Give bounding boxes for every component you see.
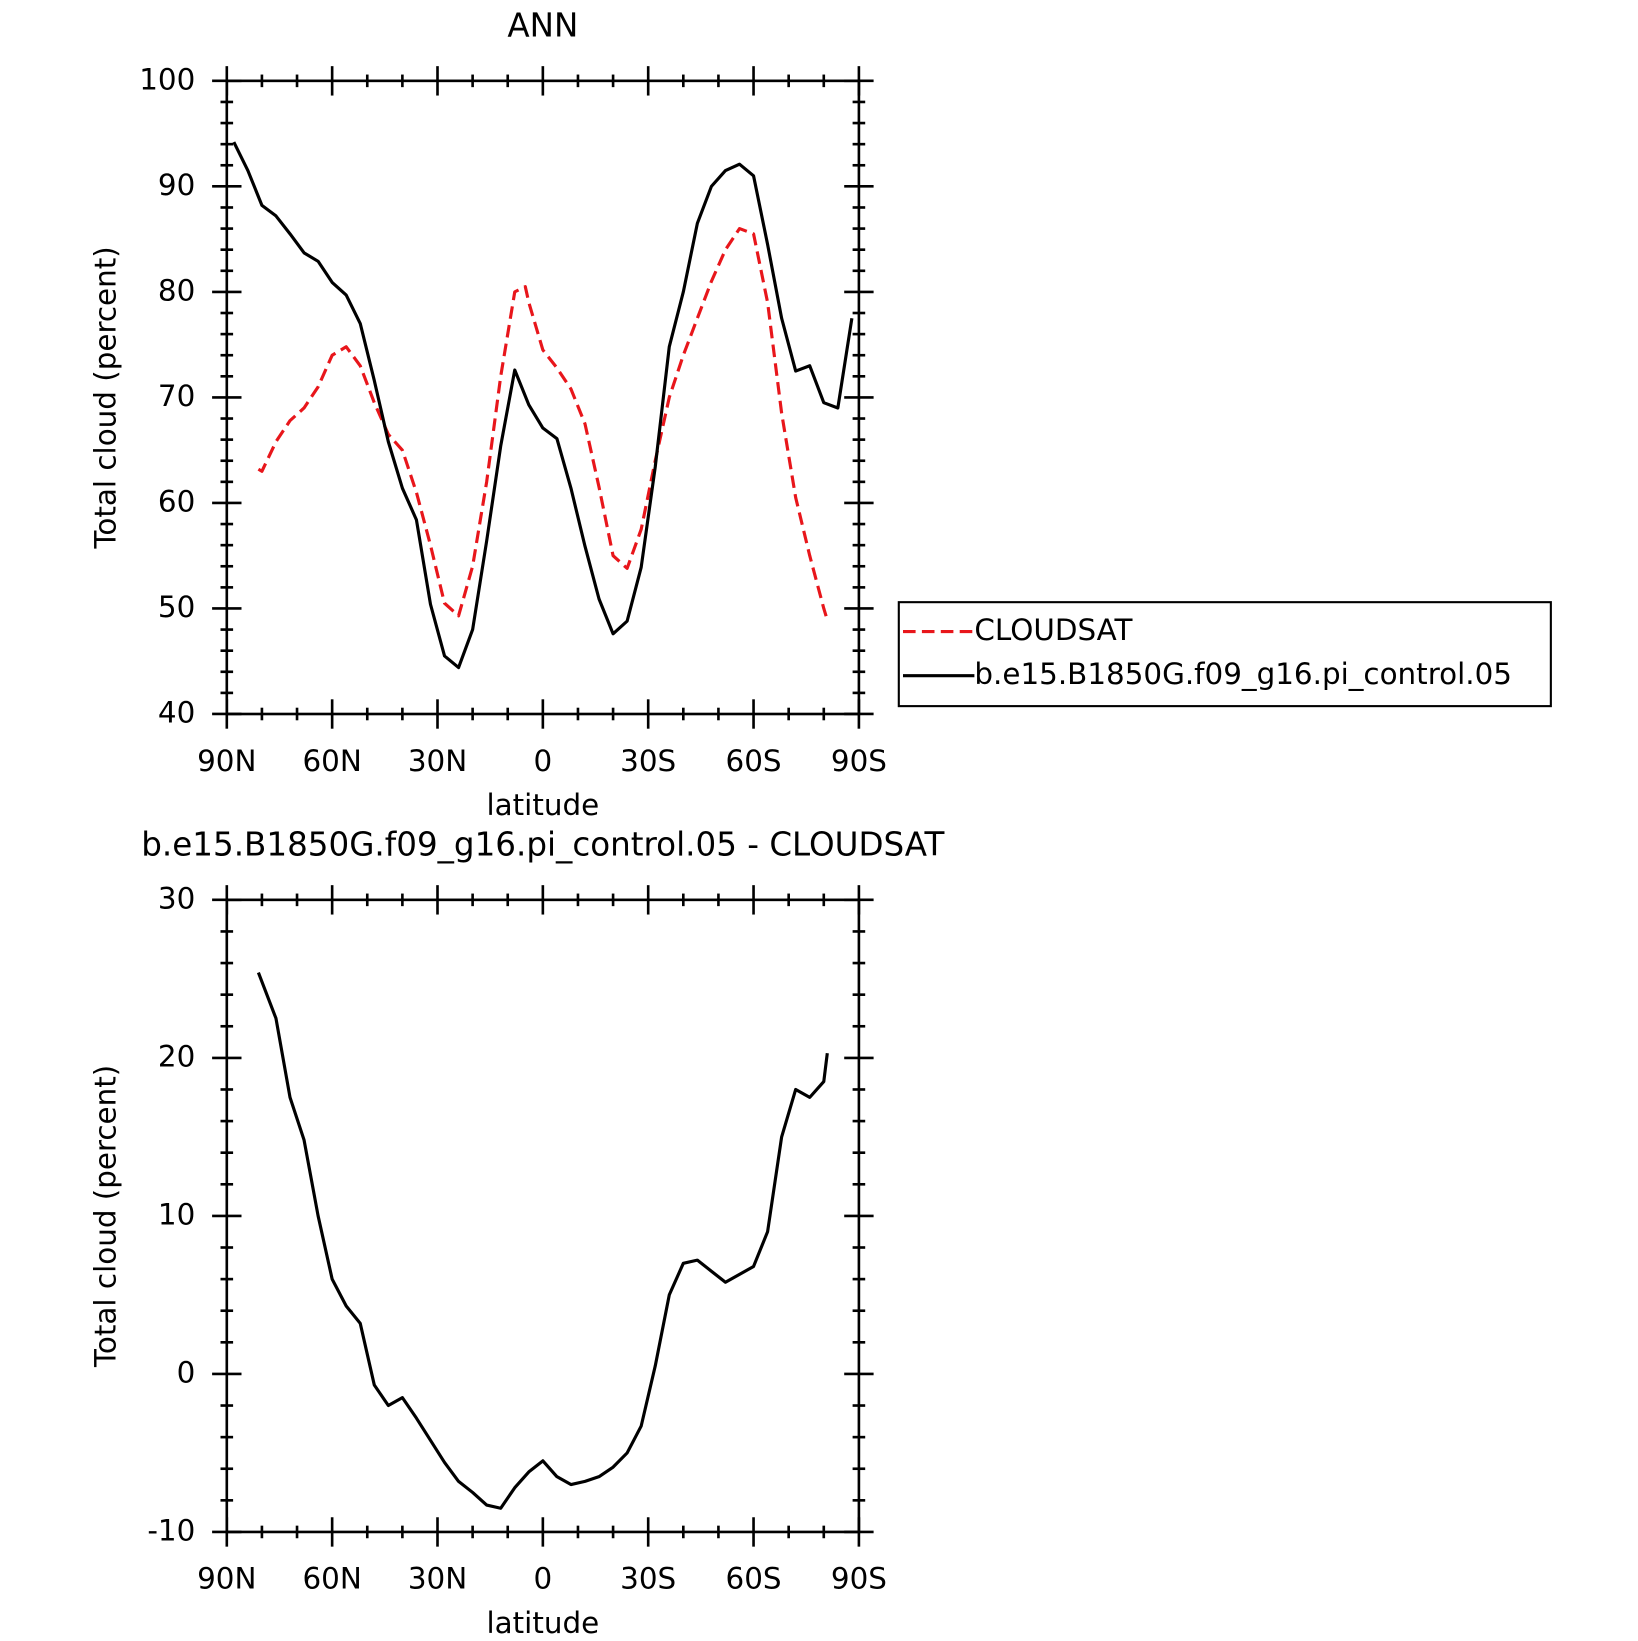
chart-title: b.e15.B1850G.f09_g16.pi_control.05 - CLO… (141, 825, 944, 863)
legend-label: b.e15.B1850G.f09_g16.pi_control.05 (974, 657, 1512, 691)
x-tick-label: 30S (620, 744, 676, 778)
plot-frame (225, 898, 861, 1534)
x-tick-label: 90S (831, 744, 887, 778)
y-tick-label: 80 (158, 273, 195, 307)
x-tick-label: 60N (302, 744, 361, 778)
x-tick-label: 0 (533, 1562, 552, 1596)
y-tick-label: 20 (158, 1039, 195, 1073)
x-tick-label: 90N (197, 1562, 256, 1596)
plot-frame (225, 79, 861, 716)
y-tick-label: 40 (158, 695, 195, 729)
y-tick-label: 50 (158, 590, 195, 624)
x-tick-label: 60S (726, 1562, 782, 1596)
x-tick-label: 30N (408, 1562, 467, 1596)
y-axis-label: Total cloud (percent) (89, 246, 123, 549)
y-tick-label: 0 (177, 1355, 196, 1389)
x-tick-label: 90N (197, 744, 256, 778)
data-line (257, 227, 829, 621)
figure: ANN Total cloud (percent) latitude 40 50 60 70… (89, 6, 1552, 1640)
x-axis-label: latitude (486, 788, 599, 822)
y-tick-label: 70 (158, 379, 195, 413)
x-tick-label: 60N (302, 1562, 361, 1596)
chart-title: ANN (507, 6, 578, 44)
legend-box (897, 601, 1552, 708)
x-tick-label: 30S (620, 1562, 676, 1596)
y-tick-label: 30 (158, 881, 195, 915)
y-tick-label: 90 (158, 168, 195, 202)
legend-label: CLOUDSAT (974, 613, 1133, 647)
y-tick-label: 100 (139, 62, 195, 96)
y-tick-label: 10 (158, 1197, 195, 1231)
x-tick-label: 90S (831, 1562, 887, 1596)
x-tick-label: 60S (726, 744, 782, 778)
x-axis-label: latitude (486, 1606, 599, 1640)
y-tick-label: -10 (147, 1513, 195, 1547)
y-axis-label: Total cloud (percent) (89, 1065, 123, 1368)
y-tick-label: 60 (158, 484, 195, 518)
data-line (232, 141, 854, 670)
data-line (256, 971, 829, 1510)
x-tick-label: 0 (533, 744, 552, 778)
x-tick-label: 30N (408, 744, 467, 778)
